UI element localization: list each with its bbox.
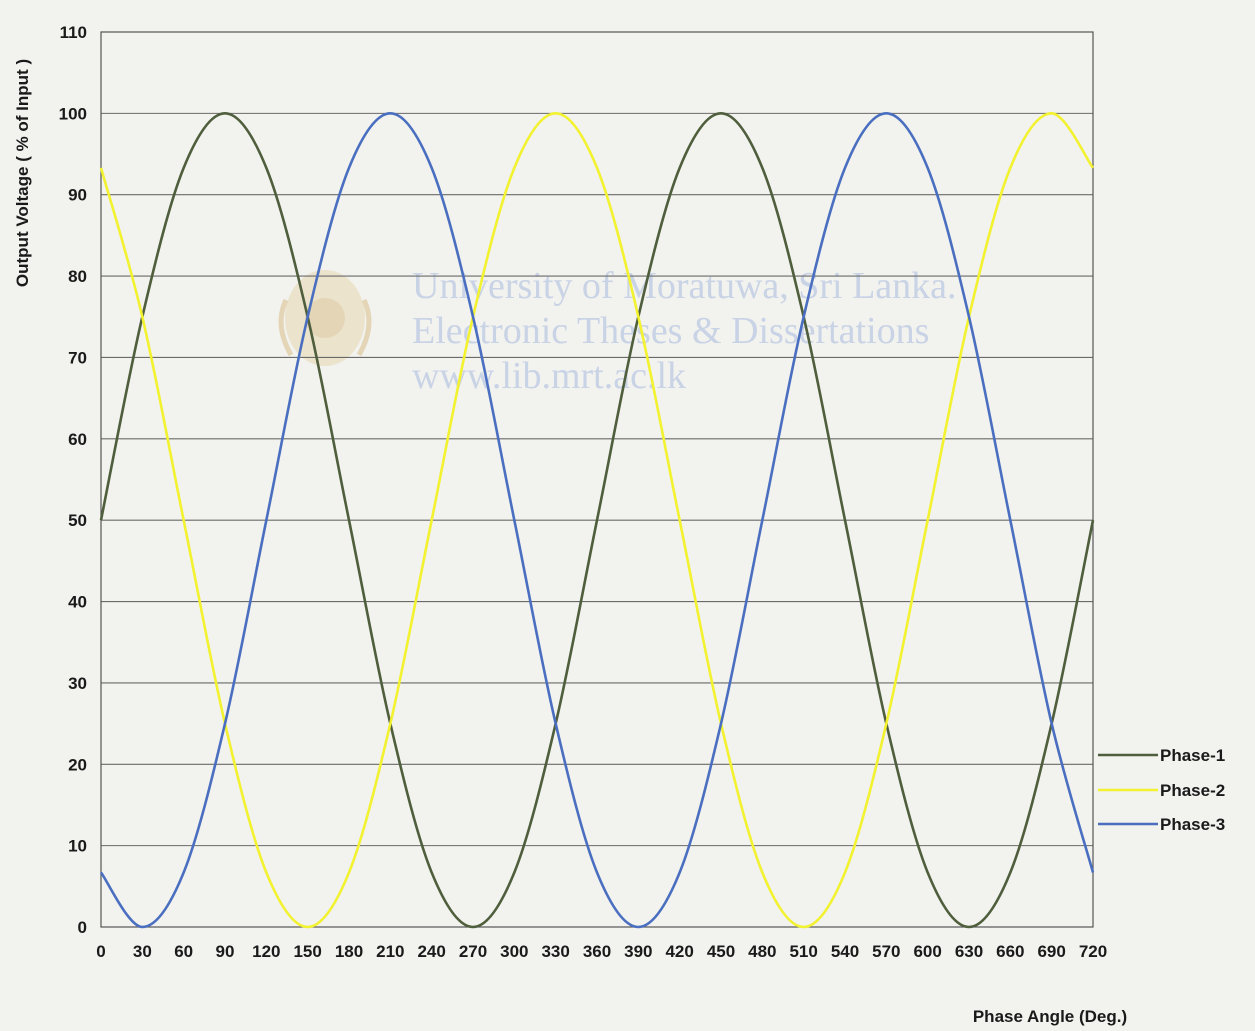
x-tick-label: 630: [955, 942, 983, 961]
x-tick-label: 90: [216, 942, 235, 961]
watermark-line-2: Electronic Theses & Dissertations: [412, 310, 929, 352]
y-tick-label: 10: [68, 837, 87, 856]
y-tick-label: 70: [68, 348, 87, 367]
x-tick-label: 240: [417, 942, 445, 961]
x-tick-label: 540: [831, 942, 859, 961]
legend-label-phase-2: Phase-2: [1160, 781, 1225, 800]
x-tick-label: 480: [748, 942, 776, 961]
x-tick-label: 600: [913, 942, 941, 961]
x-tick-label: 360: [583, 942, 611, 961]
legend-label-phase-3: Phase-3: [1160, 815, 1225, 834]
x-tick-label: 300: [500, 942, 528, 961]
x-tick-label: 120: [252, 942, 280, 961]
legend: Phase-1 Phase-2 Phase-3: [1098, 746, 1225, 834]
x-tick-label: 210: [376, 942, 404, 961]
x-tick-label: 330: [541, 942, 569, 961]
plot-area-frame: [100, 31, 1094, 928]
watermark-line-3: www.lib.mrt.ac.lk: [412, 355, 686, 397]
legend-label-phase-1: Phase-1: [1160, 746, 1225, 765]
x-tick-label: 30: [133, 942, 152, 961]
y-tick-label: 100: [59, 104, 87, 123]
x-tick-label: 390: [624, 942, 652, 961]
x-tick-label: 420: [665, 942, 693, 961]
y-tick-label: 0: [78, 918, 87, 937]
x-axis-ticks: 0 30 60 90 120 150 180 210 240 270 300 330 360 390 420…: [96, 942, 1107, 961]
gridlines: [101, 112, 1093, 847]
x-axis-label: Phase Angle (Deg.): [973, 1007, 1127, 1026]
series-line-phase-1: [99, 112, 1095, 929]
x-tick-label: 450: [707, 942, 735, 961]
x-tick-label: 150: [293, 942, 321, 961]
y-tick-label: 80: [68, 267, 87, 286]
y-axis-label: Output Voltage ( % of Input ): [13, 59, 32, 287]
x-tick-label: 270: [459, 942, 487, 961]
x-tick-label: 660: [996, 942, 1024, 961]
y-tick-label: 40: [68, 593, 87, 612]
x-tick-label: 0: [96, 942, 105, 961]
university-seal-icon: [278, 270, 372, 366]
x-tick-label: 180: [335, 942, 363, 961]
series-line-phase-2: [99, 112, 1095, 929]
x-tick-label: 720: [1079, 942, 1107, 961]
y-tick-label: 50: [68, 511, 87, 530]
series-line-phase-3: [99, 112, 1095, 929]
x-tick-label: 570: [872, 942, 900, 961]
x-tick-label: 690: [1037, 942, 1065, 961]
watermark-line-1: University of Moratuwa, Sri Lanka.: [412, 265, 957, 307]
y-tick-label: 90: [68, 186, 87, 205]
y-axis-ticks: 0 10 20 30 40 50 60 70 80 90 100 110: [59, 23, 87, 937]
y-tick-label: 30: [68, 674, 87, 693]
x-tick-label: 60: [174, 942, 193, 961]
y-tick-label: 20: [68, 755, 87, 774]
watermark: University of Moratuwa, Sri Lanka. Elect…: [278, 265, 957, 397]
series-lines: [99, 112, 1095, 929]
y-tick-label: 110: [60, 23, 87, 42]
y-tick-label: 60: [68, 430, 87, 449]
x-tick-label: 510: [789, 942, 817, 961]
